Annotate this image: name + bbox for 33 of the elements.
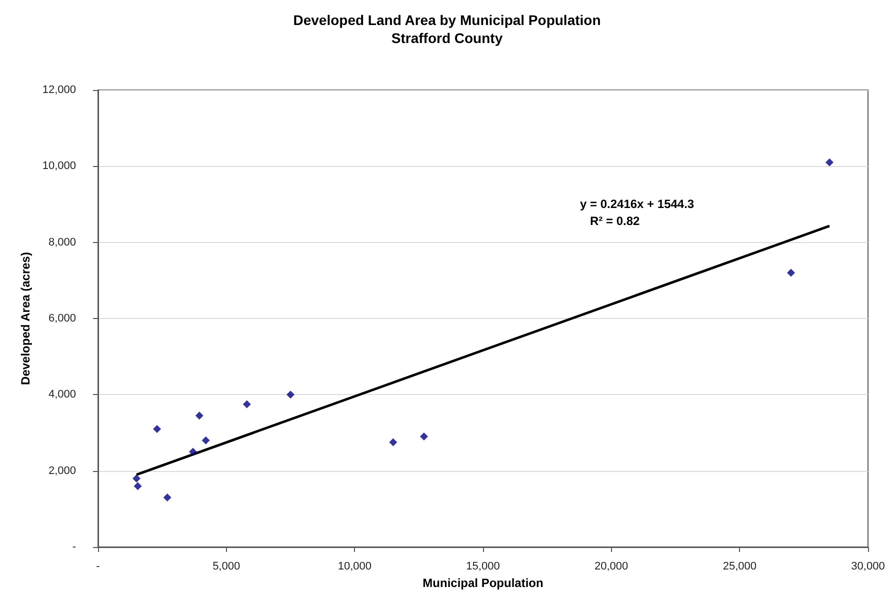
point xyxy=(153,424,162,433)
point xyxy=(286,390,294,399)
x-tick-label: 10,000 xyxy=(338,560,372,572)
y-tick-label: 2,000 xyxy=(48,464,76,477)
point xyxy=(242,400,251,408)
point xyxy=(188,448,197,456)
point xyxy=(163,493,172,502)
x-tick-label: 20,000 xyxy=(594,560,628,572)
x-tick-label: 30,000 xyxy=(851,560,885,572)
point xyxy=(134,482,142,490)
point xyxy=(195,412,204,420)
point xyxy=(420,432,428,441)
y-tick-label: 10,000 xyxy=(42,160,76,172)
y-tick-label: 4,000 xyxy=(48,388,76,401)
point xyxy=(202,436,210,444)
y-tick-label: 12,000 xyxy=(42,84,76,96)
y-axis-title: Developed Area (acres) xyxy=(18,252,32,385)
y-tick-label: 8,000 xyxy=(48,236,76,248)
x-tick-label: 5,000 xyxy=(212,560,240,572)
annotation: y = 0.2416x + 1544.3 xyxy=(580,197,694,211)
chart-subtitle: Strafford County xyxy=(391,30,503,46)
x-tick-label: 15,000 xyxy=(466,560,500,572)
y-tick-label: - xyxy=(72,541,76,553)
chart-title: Developed Land Area by Municipal Population xyxy=(293,12,601,28)
x-axis-title: Municipal Population xyxy=(422,576,544,590)
point xyxy=(389,438,398,446)
point xyxy=(787,268,795,277)
x-tick-label: 25,000 xyxy=(722,560,756,572)
annotation: R² = 0.82 xyxy=(590,214,640,228)
point xyxy=(132,474,140,482)
point xyxy=(826,158,834,166)
y-tick-label: 6,000 xyxy=(48,312,76,324)
x-tick-label: - xyxy=(96,560,100,572)
